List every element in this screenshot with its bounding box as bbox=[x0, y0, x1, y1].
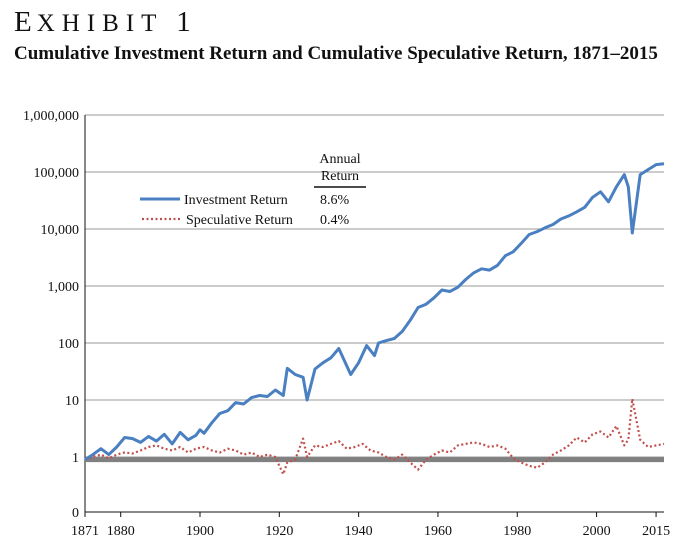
x-tick-label: 1880 bbox=[107, 524, 135, 539]
legend-value-investment: 8.6% bbox=[320, 193, 350, 208]
x-tick-label: 1900 bbox=[186, 524, 214, 539]
y-tick-label: 100 bbox=[58, 337, 79, 352]
series-line-speculative bbox=[84, 397, 665, 476]
x-tick-label: 1940 bbox=[345, 524, 373, 539]
y-tick-label: 10,000 bbox=[41, 223, 80, 238]
x-tick-label: 1960 bbox=[424, 524, 452, 539]
legend-header-line2: Return bbox=[321, 169, 359, 184]
x-axis-ticks: 1871 1880 1900 1920 1940 1960 1980 2000 2015 bbox=[71, 512, 670, 539]
series-lines bbox=[84, 162, 665, 476]
y-tick-label: 0 bbox=[72, 506, 79, 521]
exhibit-number: 1 bbox=[176, 6, 196, 38]
series-line-investment bbox=[84, 162, 665, 461]
legend-label-investment: Investment Return bbox=[184, 193, 288, 208]
x-tick-label: 1871 bbox=[71, 524, 99, 539]
y-tick-label: 10 bbox=[65, 394, 79, 409]
exhibit-label: EXHIBIT 1 bbox=[14, 6, 196, 39]
y-tick-label: 1,000,000 bbox=[23, 109, 79, 124]
x-tick-label: 2000 bbox=[583, 524, 611, 539]
gridlines bbox=[85, 114, 664, 458]
exhibit-first-letter: E bbox=[14, 6, 37, 38]
x-tick-label: 2015 bbox=[642, 524, 670, 539]
x-tick-label: 1920 bbox=[265, 524, 293, 539]
x-tick-label: 1980 bbox=[503, 524, 531, 539]
legend-label-speculative: Speculative Return bbox=[186, 213, 293, 228]
legend-value-speculative: 0.4% bbox=[320, 213, 350, 228]
y-tick-label: 100,000 bbox=[34, 166, 80, 181]
y-tick-label: 1,000 bbox=[48, 280, 80, 295]
chart-title: Cumulative Investment Return and Cumulat… bbox=[14, 43, 658, 64]
legend-header-line1: Annual bbox=[319, 152, 360, 167]
y-tick-label: 1 bbox=[72, 451, 79, 466]
legend: Annual Return Investment Return 8.6% Spe… bbox=[140, 152, 366, 228]
exhibit-word-rest: XHIBIT bbox=[36, 10, 163, 37]
